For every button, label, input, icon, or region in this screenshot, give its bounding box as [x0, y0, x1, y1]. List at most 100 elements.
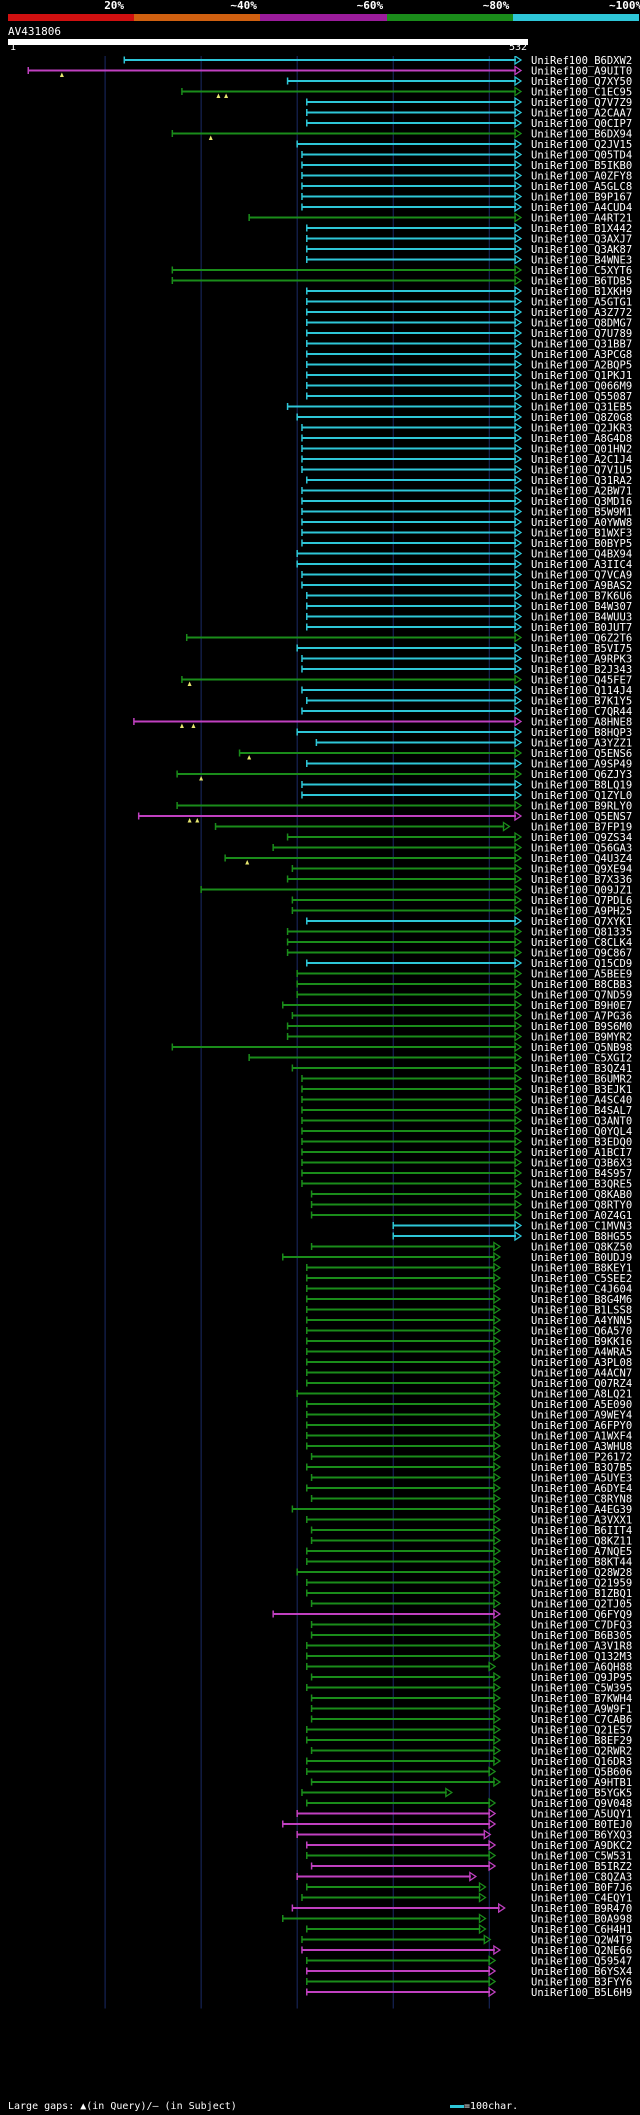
hit-row[interactable]: UniRef100_C1MVN3 [392, 1220, 632, 1232]
hit-label[interactable]: UniRef100_A1WXF4 [531, 1430, 632, 1442]
hit-label[interactable]: UniRef100_B5L6H9 [531, 1987, 632, 1999]
hit-row[interactable]: UniRef100_Q2JKR3 [301, 422, 632, 434]
hit-row[interactable]: UniRef100_Q9ZS34 [286, 831, 633, 844]
hit-row[interactable]: UniRef100_B9P167 [301, 191, 632, 203]
hit-row[interactable]: UniRef100_Q07RZ4 [306, 1377, 632, 1390]
hit-row[interactable]: UniRef100_C8QZA3 [296, 1871, 632, 1883]
hit-row[interactable]: UniRef100_Q81335 [286, 926, 633, 938]
hit-label[interactable]: UniRef100_A0YWW8 [531, 517, 632, 529]
hit-row[interactable]: UniRef100_B9RLY0 [176, 800, 632, 812]
hit-label[interactable]: UniRef100_C5SEE2 [531, 1273, 632, 1285]
hit-row[interactable]: UniRef100_B3QZ41 [291, 1062, 632, 1075]
hit-label[interactable]: UniRef100_B8CBB3 [531, 979, 632, 991]
hit-row[interactable]: UniRef100_A2BQP5 [306, 359, 632, 371]
hit-row[interactable]: UniRef100_B8HQP3 [296, 726, 632, 739]
hit-row[interactable]: UniRef100_Q15CD9 [306, 957, 632, 970]
hit-label[interactable]: UniRef100_Q5ENS7 [531, 811, 632, 823]
hit-label[interactable]: UniRef100_A6QH88 [531, 1661, 632, 1673]
hit-row[interactable]: UniRef100_A9SP49 [306, 758, 632, 770]
hit-label[interactable]: UniRef100_Q21ES7 [531, 1724, 632, 1736]
hit-row[interactable]: UniRef100_B5YGK5 [301, 1787, 632, 1799]
hit-label[interactable]: UniRef100_B5YGK5 [531, 1787, 632, 1799]
hit-row[interactable]: UniRef100_Q066M9 [306, 380, 632, 392]
hit-label[interactable]: UniRef100_B0F7J6 [531, 1882, 632, 1894]
hit-row[interactable]: UniRef100_B9S6M0 [286, 1020, 633, 1033]
hit-row[interactable]: UniRef100_Q8RTY0 [310, 1199, 633, 1211]
hit-label[interactable]: UniRef100_B8G4M6 [531, 1294, 632, 1306]
hit-label[interactable]: UniRef100_B4SAL7 [531, 1105, 632, 1117]
hit-label[interactable]: UniRef100_A7PG36 [531, 1010, 632, 1022]
hit-row[interactable]: UniRef100_Q6A570 [306, 1325, 632, 1337]
hit-row[interactable]: UniRef100_B9MYR2 [286, 1031, 633, 1043]
hit-label[interactable]: UniRef100_B1ZBQ1 [531, 1588, 632, 1600]
hit-row[interactable]: UniRef100_B4S957 [301, 1167, 632, 1180]
hit-row[interactable]: UniRef100_B6B305 [310, 1629, 633, 1642]
hit-row[interactable]: UniRef100_B5IKB0 [301, 159, 632, 172]
hit-row[interactable]: UniRef100_C4EQY1 [301, 1892, 632, 1904]
hit-label[interactable]: UniRef100_Q132M3 [531, 1651, 632, 1663]
hit-label[interactable]: UniRef100_B7KWH4 [531, 1693, 632, 1705]
hit-label[interactable]: UniRef100_Q31RA2 [531, 475, 632, 487]
hit-label[interactable]: UniRef100_Q7PDL6 [531, 895, 632, 907]
hit-label[interactable]: UniRef100_Q9JP95 [531, 1672, 632, 1684]
hit-label[interactable]: UniRef100_A8G4D8 [531, 433, 632, 445]
hit-label[interactable]: UniRef100_A0Z4G1 [531, 1210, 632, 1222]
hit-label[interactable]: UniRef100_A4EG39 [531, 1504, 632, 1516]
hit-label[interactable]: UniRef100_B9KK16 [531, 1336, 632, 1348]
hit-label[interactable]: UniRef100_A3YZZ1 [531, 737, 632, 749]
hit-label[interactable]: UniRef100_C8QZA3 [531, 1871, 632, 1883]
hit-label[interactable]: UniRef100_A3PL08 [531, 1357, 632, 1369]
hit-row[interactable]: UniRef100_C6H4H1 [306, 1923, 632, 1936]
hit-row[interactable]: UniRef100_Q114J4 [301, 684, 632, 697]
hit-label[interactable]: UniRef100_A4RT21 [531, 212, 632, 224]
hit-row[interactable]: UniRef100_B9KK16 [306, 1335, 632, 1348]
hit-label[interactable]: UniRef100_B9MYR2 [531, 1031, 632, 1043]
hit-label[interactable]: UniRef100_A9DKC2 [531, 1840, 632, 1852]
hit-row[interactable]: UniRef100_B8G4M6 [306, 1293, 632, 1306]
hit-row[interactable]: UniRef100_C8CLK4 [286, 936, 633, 949]
hit-label[interactable]: UniRef100_Q8RTY0 [531, 1199, 632, 1211]
hit-row[interactable]: UniRef100_Q8Z0G8 [296, 411, 632, 424]
hit-label[interactable]: UniRef100_Q31BB7 [531, 338, 632, 350]
hit-row[interactable]: UniRef100_A4RT21 [248, 212, 632, 224]
hit-row[interactable]: UniRef100_Q7VCA9 [301, 569, 632, 581]
hit-row[interactable]: UniRef100_B0BYP5 [301, 537, 632, 550]
hit-row[interactable]: UniRef100_A6DYE4 [306, 1482, 632, 1495]
hit-label[interactable]: UniRef100_Q066M9 [531, 380, 632, 392]
hit-row[interactable]: UniRef100_C7QR44 [301, 705, 632, 718]
hit-row[interactable]: UniRef100_A3VXX1 [306, 1514, 632, 1526]
hit-label[interactable]: UniRef100_B0JUT7 [531, 622, 632, 634]
hit-row[interactable]: UniRef100_A2CAA7 [306, 107, 632, 119]
hit-label[interactable]: UniRef100_A5BEE9 [531, 968, 632, 980]
hit-label[interactable]: UniRef100_C7QR44 [531, 706, 632, 718]
hit-label[interactable]: UniRef100_Q2RWR2 [531, 1745, 632, 1757]
hit-row[interactable]: UniRef100_A9DKC2 [306, 1839, 632, 1852]
hit-label[interactable]: UniRef100_B7X336 [531, 874, 632, 886]
hit-row[interactable]: UniRef100_B8KEY1 [306, 1262, 632, 1274]
hit-label[interactable]: UniRef100_Q2TJ05 [531, 1598, 632, 1610]
hit-label[interactable]: UniRef100_Q31EB5 [531, 401, 632, 413]
hit-row[interactable]: UniRef100_A4WRA5 [306, 1346, 632, 1358]
hit-label[interactable]: UniRef100_B4W307 [531, 601, 632, 613]
hit-label[interactable]: UniRef100_A4YNN5 [531, 1315, 632, 1327]
hit-label[interactable]: UniRef100_Q09JZ1 [531, 884, 632, 896]
hit-label[interactable]: UniRef100_A5GTG1 [531, 296, 632, 308]
hit-label[interactable]: UniRef100_A5UQY1 [531, 1808, 632, 1820]
hit-row[interactable]: UniRef100_A6FPY0 [306, 1419, 632, 1432]
hit-row[interactable]: UniRef100_Q5ENS6 [238, 747, 633, 760]
hit-label[interactable]: UniRef100_C7CAB6 [531, 1714, 632, 1726]
hit-label[interactable]: UniRef100_B8EF29 [531, 1735, 632, 1747]
hit-label[interactable]: UniRef100_Q6FYQ9 [531, 1609, 632, 1621]
hit-row[interactable]: UniRef100_A8LQ21 [296, 1388, 632, 1400]
hit-row[interactable]: UniRef100_B1LSS8 [306, 1304, 632, 1316]
hit-row[interactable]: UniRef100_B1ZBQ1 [306, 1587, 632, 1600]
hit-row[interactable]: UniRef100_B7X336 [286, 873, 633, 886]
hit-row[interactable]: UniRef100_B7FP19 [214, 821, 633, 833]
hit-row[interactable]: UniRef100_A5GTG1 [306, 296, 632, 308]
hit-label[interactable]: UniRef100_B3EDQ0 [531, 1136, 632, 1148]
hit-row[interactable]: UniRef100_B0JUT7 [306, 621, 632, 634]
hit-label[interactable]: UniRef100_Q2W4T9 [531, 1934, 632, 1946]
hit-label[interactable]: UniRef100_Q1ZYL0 [531, 790, 632, 802]
hit-label[interactable]: UniRef100_B8HG55 [531, 1231, 632, 1243]
hit-row[interactable]: UniRef100_B3EDQ0 [301, 1136, 632, 1148]
